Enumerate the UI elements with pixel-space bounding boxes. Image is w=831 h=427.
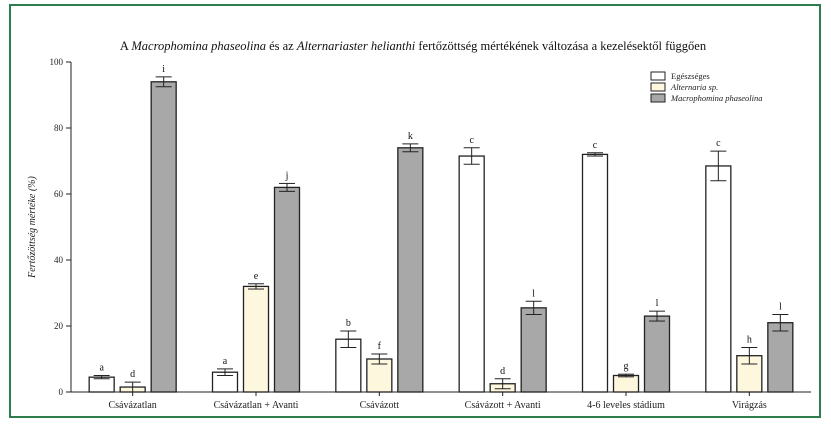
bar — [581, 153, 609, 393]
legend-swatch — [650, 71, 666, 81]
figure-frame: A Macrophomina phaseolina és az Alternar… — [9, 4, 821, 418]
bar — [520, 307, 547, 393]
bar — [335, 338, 362, 393]
significance-label: c — [593, 140, 598, 151]
x-category-label: Csávázatlan — [109, 400, 157, 411]
x-category-label: Virágzás — [732, 400, 767, 411]
chart-title-part: Macrophomina phaseolina — [130, 39, 266, 53]
significance-label: l — [779, 301, 782, 312]
legend-label: Macrophomina phaseolina — [670, 93, 763, 103]
bar — [705, 165, 732, 393]
x-category-label: Csávázott + Avanti — [465, 400, 541, 411]
significance-label: g — [624, 361, 629, 372]
significance-label: e — [254, 271, 259, 282]
x-category-label: Csávázott — [360, 400, 400, 411]
chart-title: A Macrophomina phaseolina és az Alternar… — [120, 39, 707, 53]
significance-label: b — [346, 318, 351, 329]
significance-label: a — [223, 356, 228, 367]
bar — [150, 81, 177, 393]
chart-title-part: A — [120, 39, 131, 53]
y-tick-label: 40 — [54, 255, 64, 265]
bar — [273, 186, 301, 393]
x-category-label: 4-6 leveles stádium — [587, 400, 665, 411]
significance-label: l — [656, 298, 659, 309]
chart-title-part: fertőzöttség mértékének változása a keze… — [415, 39, 707, 53]
significance-label: c — [469, 135, 474, 146]
bar-chart: A Macrophomina phaseolina és az Alternar… — [27, 39, 811, 411]
x-category-label: Csávázatlan + Avanti — [214, 400, 299, 411]
y-tick-label: 100 — [50, 57, 64, 67]
significance-label: a — [99, 363, 104, 374]
significance-label: d — [500, 366, 505, 377]
bar — [643, 315, 671, 393]
chart-title-part: és az — [266, 39, 297, 53]
bar — [242, 285, 270, 393]
bar — [458, 155, 485, 393]
significance-label: j — [285, 170, 289, 181]
legend-label: Alternaria sp. — [670, 82, 718, 92]
bar — [397, 147, 424, 393]
y-tick-label: 0 — [59, 387, 64, 397]
bar — [612, 374, 640, 393]
y-tick-label: 60 — [54, 189, 64, 199]
y-tick-label: 20 — [54, 321, 64, 331]
significance-label: i — [162, 64, 165, 75]
bar — [767, 322, 794, 393]
y-axis-label: Fertőzöttség mértéke (%) — [27, 176, 38, 279]
significance-label: k — [408, 131, 413, 142]
chart-title-part: Alternariaster helianthi — [296, 39, 416, 53]
significance-label: c — [716, 138, 721, 149]
y-tick-label: 80 — [54, 123, 64, 133]
legend-swatch — [650, 82, 666, 92]
legend-label: Egészséges — [671, 71, 710, 81]
bar — [88, 376, 115, 393]
legend-swatch — [650, 93, 666, 103]
significance-label: f — [378, 341, 382, 352]
significance-label: d — [130, 369, 135, 380]
significance-label: l — [532, 288, 535, 299]
significance-label: h — [747, 334, 752, 345]
